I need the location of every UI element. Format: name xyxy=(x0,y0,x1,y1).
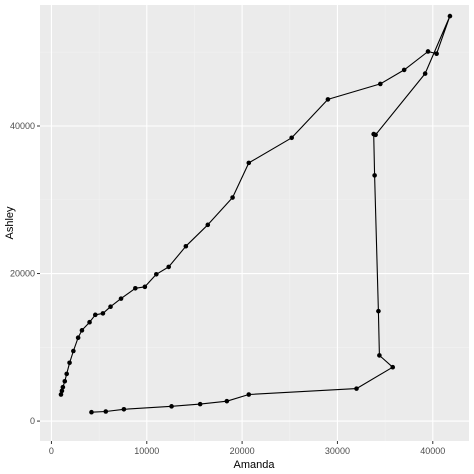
data-point xyxy=(377,353,382,358)
data-point xyxy=(60,384,66,390)
data-point xyxy=(378,81,383,87)
data-point xyxy=(354,386,359,391)
x-tick-label: 40000 xyxy=(420,446,445,456)
x-axis-title: Amanda xyxy=(234,459,276,471)
data-point xyxy=(142,284,148,290)
data-point xyxy=(373,132,378,138)
data-point xyxy=(166,264,171,270)
data-point xyxy=(224,398,230,404)
series-layer xyxy=(58,13,453,415)
data-point xyxy=(64,371,69,377)
x-tick-label: 20000 xyxy=(230,446,255,456)
data-point xyxy=(100,311,106,316)
data-point xyxy=(79,328,85,333)
grid xyxy=(40,5,469,441)
data-point xyxy=(89,409,94,415)
data-point xyxy=(67,360,72,366)
data-point xyxy=(246,392,252,397)
data-point xyxy=(325,97,331,102)
data-point xyxy=(422,71,428,76)
data-point xyxy=(169,404,174,409)
y-tick-label: 40000 xyxy=(10,121,35,131)
data-point xyxy=(87,319,92,325)
data-point xyxy=(154,271,159,277)
data-point xyxy=(118,296,124,301)
data-point xyxy=(289,135,294,141)
data-point xyxy=(372,173,377,178)
data-point xyxy=(75,335,81,341)
x-tick-label: 10000 xyxy=(134,446,159,456)
data-point xyxy=(401,67,407,73)
y-tick-label: 20000 xyxy=(10,269,35,279)
data-point xyxy=(447,13,453,19)
data-point xyxy=(62,378,68,384)
data-point xyxy=(103,409,109,414)
y-tick-label: 0 xyxy=(30,416,35,426)
x-tick-label: 0 xyxy=(49,446,54,456)
data-point xyxy=(121,406,127,412)
data-point xyxy=(205,222,211,228)
data-point xyxy=(434,51,439,56)
data-point xyxy=(58,392,64,397)
data-point xyxy=(390,364,396,370)
data-point xyxy=(92,312,98,318)
y-axis-title: Ashley xyxy=(4,206,16,240)
y-axis: 0 20000 40000 xyxy=(10,121,40,426)
data-point xyxy=(230,195,235,200)
data-point xyxy=(246,160,252,166)
data-point xyxy=(71,348,76,354)
panel-background xyxy=(40,5,469,441)
x-axis: 0 10000 20000 30000 40000 xyxy=(49,441,445,456)
data-point xyxy=(59,388,65,394)
data-point xyxy=(425,49,431,54)
x-tick-label: 30000 xyxy=(325,446,350,456)
data-point xyxy=(108,304,113,310)
data-point xyxy=(183,243,189,249)
data-point xyxy=(376,308,381,314)
data-point xyxy=(197,401,203,407)
data-point xyxy=(133,285,138,291)
